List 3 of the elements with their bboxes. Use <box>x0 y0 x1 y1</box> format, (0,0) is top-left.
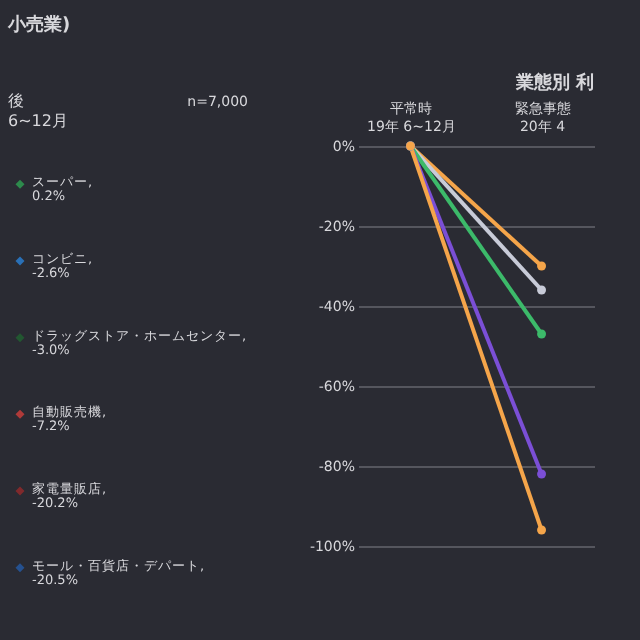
chart-title: 業態別 利 <box>513 72 594 94</box>
text: 小売業) <box>6 14 71 36</box>
text: 後 6~12月 <box>8 92 68 130</box>
